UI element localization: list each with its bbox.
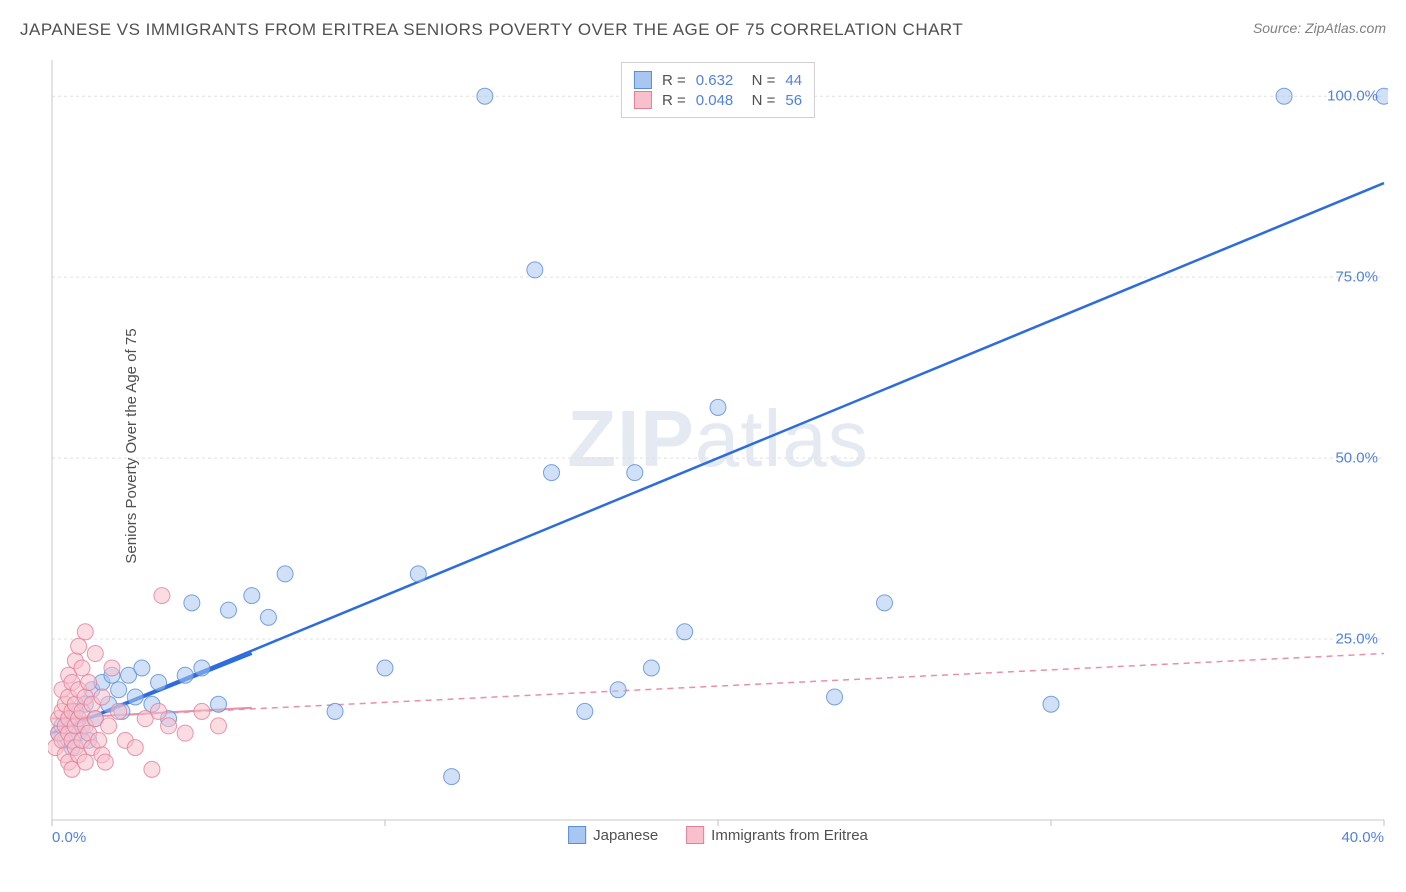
correlation-legend-row: R = 0.632 N = 44 xyxy=(634,71,802,89)
series-legend-label: Japanese xyxy=(593,827,658,844)
legend-swatch xyxy=(686,826,704,844)
x-tick-label: 0.0% xyxy=(52,829,86,846)
n-label: N = xyxy=(743,72,775,89)
legend-swatch xyxy=(568,826,586,844)
legend-swatch xyxy=(634,71,652,89)
correlation-legend: R = 0.632 N = 44R = 0.048 N = 56 xyxy=(621,62,815,118)
r-label: R = xyxy=(662,72,686,89)
chart-title: JAPANESE VS IMMIGRANTS FROM ERITREA SENI… xyxy=(20,20,963,40)
series-legend-item: Japanese xyxy=(568,826,658,844)
legend-swatch xyxy=(634,91,652,109)
source-label: Source: ZipAtlas.com xyxy=(1253,20,1386,36)
r-label: R = xyxy=(662,92,686,109)
scatter-plot xyxy=(48,60,1388,850)
r-value: 0.048 xyxy=(696,92,734,109)
chart-area: ZIPatlas R = 0.632 N = 44R = 0.048 N = 5… xyxy=(48,60,1388,850)
series-legend-label: Immigrants from Eritrea xyxy=(711,827,868,844)
series-legend-item: Immigrants from Eritrea xyxy=(686,826,868,844)
n-value: 56 xyxy=(785,92,802,109)
y-tick-label: 75.0% xyxy=(1335,269,1378,286)
n-value: 44 xyxy=(785,72,802,89)
series-legend: Japanese Immigrants from Eritrea xyxy=(568,826,868,844)
x-tick-label: 40.0% xyxy=(1341,829,1384,846)
y-tick-label: 25.0% xyxy=(1335,631,1378,648)
n-label: N = xyxy=(743,92,775,109)
r-value: 0.632 xyxy=(696,72,734,89)
y-tick-label: 50.0% xyxy=(1335,450,1378,467)
y-tick-label: 100.0% xyxy=(1327,88,1378,105)
correlation-legend-row: R = 0.048 N = 56 xyxy=(634,91,802,109)
